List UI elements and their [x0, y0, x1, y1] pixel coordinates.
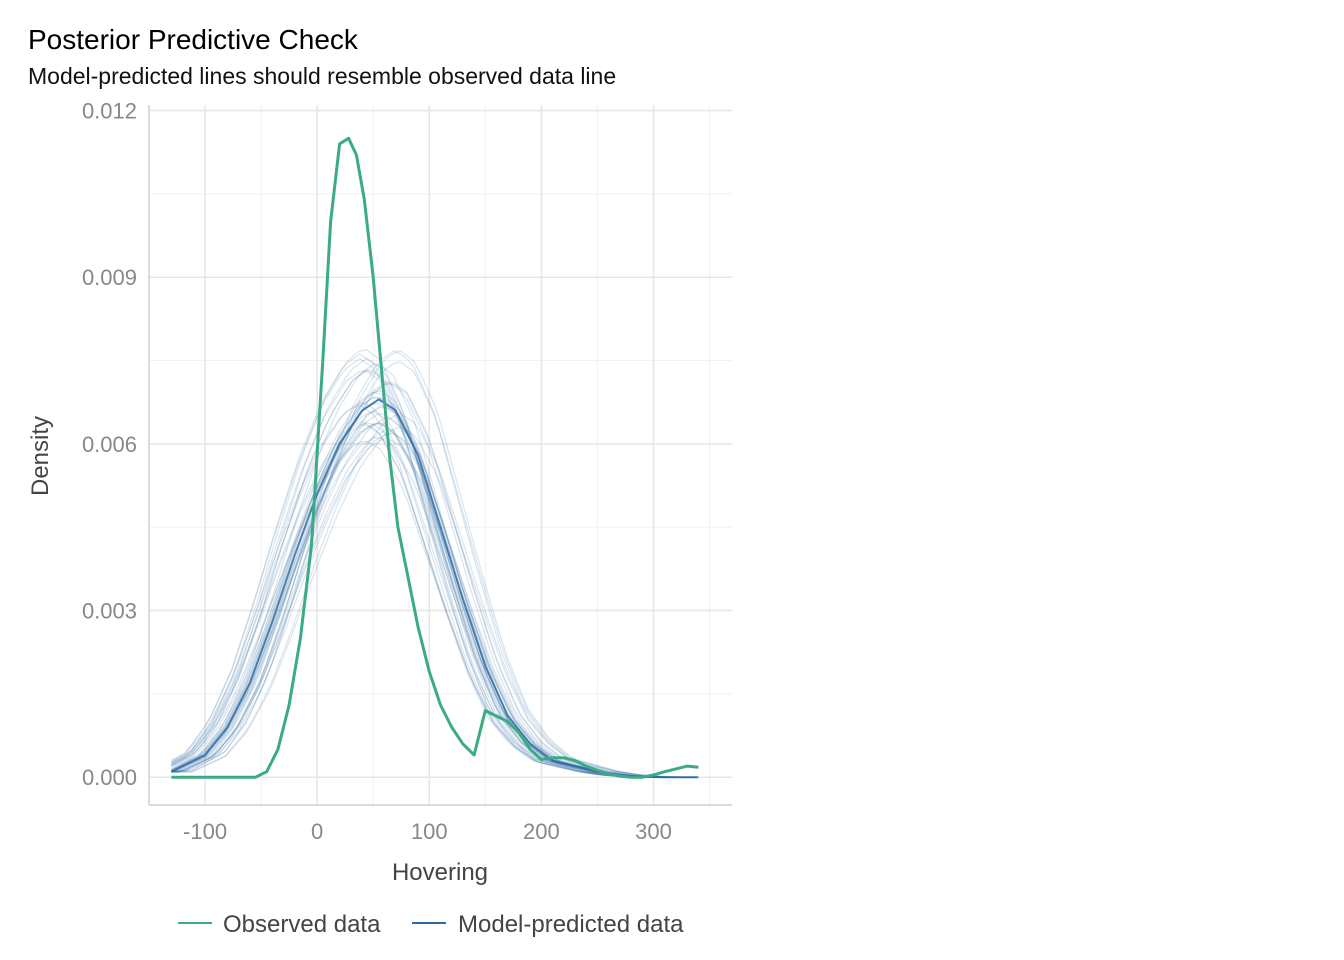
predicted-draw-line	[171, 383, 697, 778]
predicted-draw-line	[171, 350, 697, 778]
legend-label-predicted: Model-predicted data	[458, 911, 684, 938]
predicted-draws	[171, 349, 697, 778]
predicted-draw-line	[171, 391, 697, 778]
predicted-draw-line	[171, 380, 697, 778]
chart-title: Posterior Predictive Check	[28, 24, 358, 55]
predicted-draw-line	[171, 390, 697, 778]
observed-data-line	[171, 136, 699, 779]
legend-label-observed: Observed data	[223, 911, 381, 938]
x-tick-label: 200	[523, 819, 560, 844]
x-axis-ticks: -100 0 100 200 300	[183, 819, 672, 844]
predicted-draw-line	[171, 440, 697, 778]
y-tick-label: 0.009	[82, 265, 137, 290]
predicted-draw-line	[171, 426, 697, 778]
y-axis-ticks: 0.000 0.003 0.006 0.009 0.012	[82, 99, 137, 791]
predicted-draw-line	[171, 403, 697, 778]
predicted-draw-line	[171, 350, 697, 778]
x-axis-title: Hovering	[392, 859, 488, 886]
x-tick-label: -100	[183, 819, 227, 844]
predicted-draw-line	[171, 421, 697, 778]
x-tick-label: 300	[635, 819, 672, 844]
y-axis-title: Density	[27, 416, 54, 496]
x-tick-label: 100	[411, 819, 448, 844]
predicted-draw-line	[171, 405, 697, 778]
predicted-draw-line	[171, 382, 697, 778]
y-tick-label: 0.012	[82, 99, 137, 124]
axes	[148, 105, 732, 806]
predicted-draw-line	[171, 412, 697, 778]
y-tick-label: 0.003	[82, 599, 137, 624]
predicted-draw-line	[171, 404, 697, 778]
y-tick-label: 0.006	[82, 432, 137, 457]
legend: Observed data Model-predicted data	[178, 911, 684, 938]
chart-subtitle: Model-predicted lines should resemble ob…	[28, 63, 617, 89]
series-lines	[170, 136, 699, 779]
y-tick-label: 0.000	[82, 765, 137, 790]
predicted-draw-line	[171, 361, 697, 778]
x-tick-label: 0	[311, 819, 323, 844]
predicted-draw-line	[171, 423, 697, 778]
predicted-draw-line	[171, 433, 697, 778]
predicted-draw-line	[171, 412, 697, 778]
